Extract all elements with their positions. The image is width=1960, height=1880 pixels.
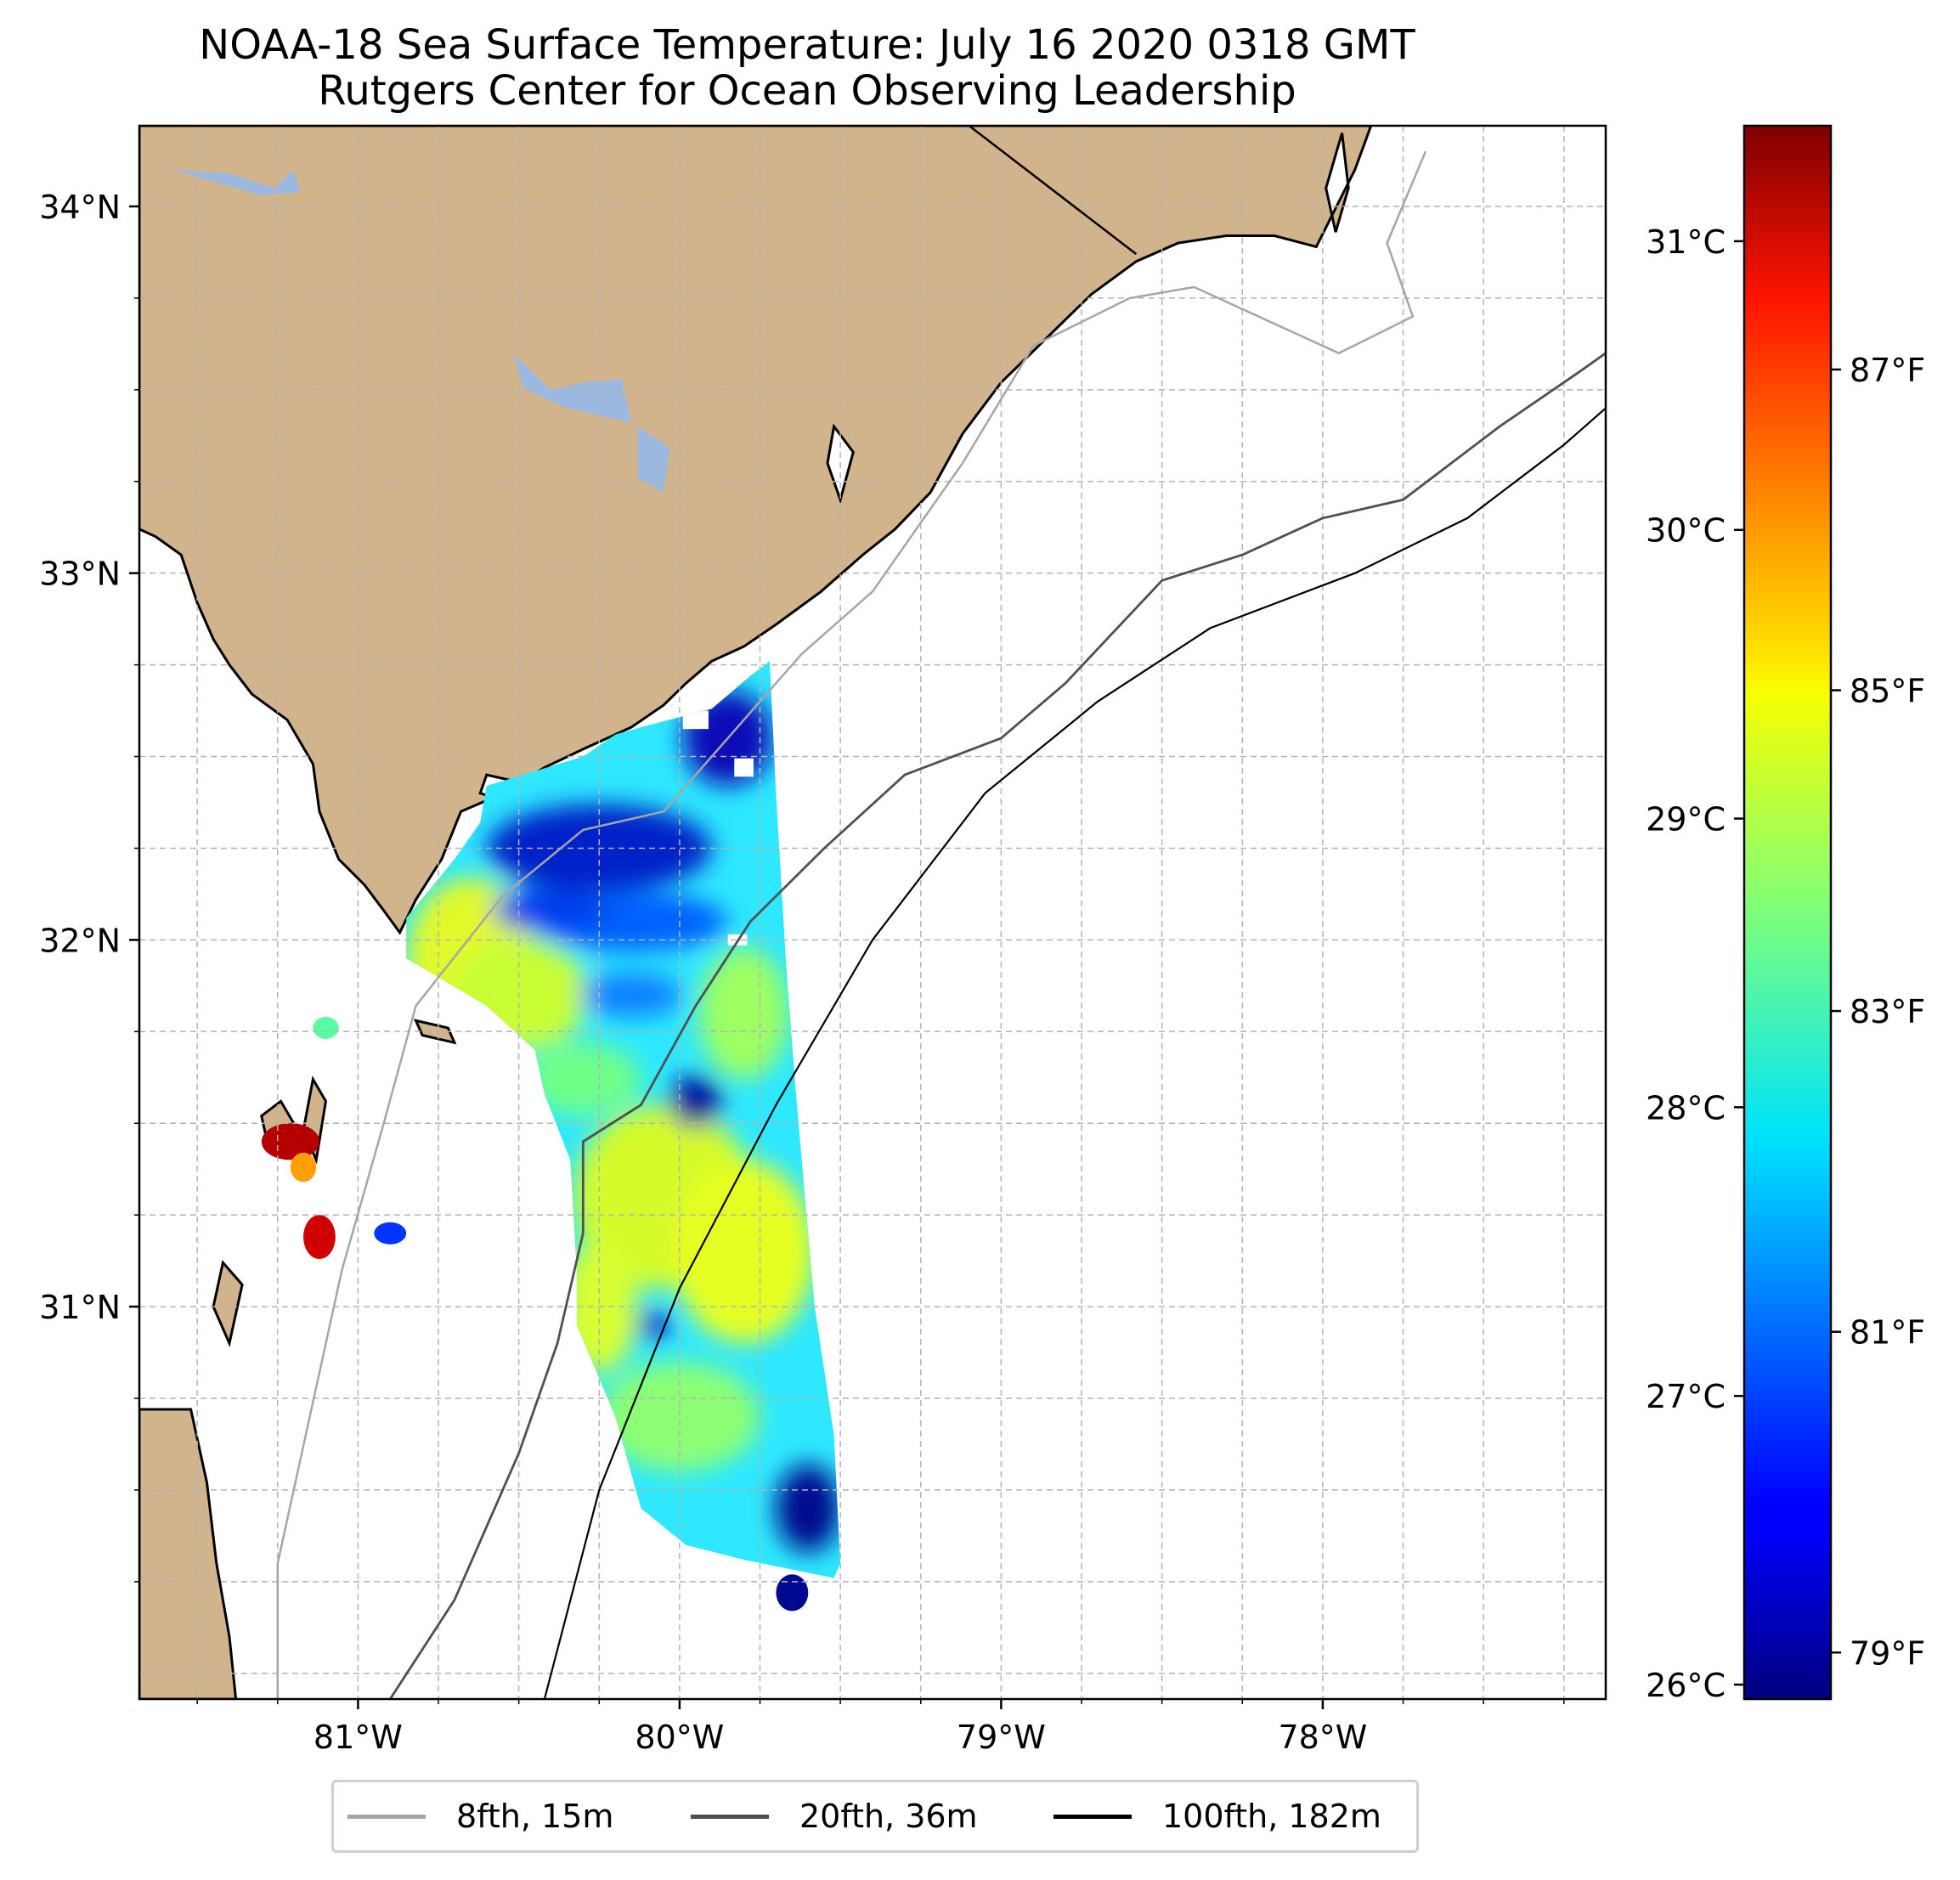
celsius-tick-label: 30°C (1646, 512, 1726, 550)
isobath-legend: 8fth, 15m 20fth, 36m 100fth, 182m (331, 1780, 1419, 1853)
celsius-tick-label: 27°C (1646, 1378, 1726, 1415)
lon-tick-label: 81°W (313, 1719, 403, 1756)
lon-tick-label: 79°W (957, 1719, 1046, 1756)
celsius-tick-label: 29°C (1646, 801, 1726, 838)
isobath-8fth (276, 150, 1427, 1699)
legend-swatch-100fth (1053, 1814, 1132, 1819)
sst-region-15 (776, 1464, 841, 1553)
sst-region-13 (669, 1075, 722, 1127)
map-frame (138, 124, 1607, 1701)
sst-region-7 (525, 1042, 641, 1116)
state-border (968, 126, 1138, 256)
sst-gradients (406, 690, 841, 1553)
lat-tick-label: 32°N (39, 922, 121, 959)
legend-label-20fth: 20fth, 36m (799, 1798, 978, 1835)
legend-label-100fth: 100fth, 182m (1162, 1798, 1381, 1835)
cloud-gap-2 (734, 758, 754, 777)
sst-region-8 (698, 947, 789, 1080)
sst-patch-5 (374, 1222, 407, 1245)
lon-tick-label: 78°W (1278, 1719, 1367, 1756)
sst-region-4 (673, 1160, 815, 1344)
fahrenheit-tick-label: 79°F (1850, 1634, 1925, 1672)
map-area (139, 126, 1606, 1699)
title-line-1: NOAA-18 Sea Surface Temperature: July 16… (199, 21, 1415, 69)
celsius-tick-label: 28°C (1646, 1089, 1726, 1126)
gridlines (139, 126, 1606, 1699)
isobath-lines (276, 150, 1606, 1699)
lon-tick-label: 80°W (635, 1719, 724, 1756)
sst-patch-1 (261, 1123, 319, 1160)
lat-tick-label: 31°N (39, 1289, 121, 1326)
legend-item-20fth: 20fth, 36m (691, 1782, 978, 1850)
cloud-gap-1 (682, 710, 709, 730)
legend-item-8fth: 8fth, 15m (347, 1782, 613, 1850)
lakes (171, 169, 670, 493)
legend-item-100fth: 100fth, 182m (1053, 1782, 1381, 1850)
fahrenheit-tick-label: 87°F (1850, 352, 1925, 389)
fahrenheit-tick-label: 85°F (1850, 673, 1925, 710)
fahrenheit-tick-label: 81°F (1850, 1314, 1925, 1352)
colorbar: 26°C 27°C 28°C 29°C 30°C 31°C 79°F 81°F 83°F 85°F… (1646, 124, 1925, 1704)
lat-tick-label: 33°N (39, 556, 121, 593)
sst-patch-3 (303, 1215, 336, 1259)
map-axis-ticks: 81°W 80°W 79°W 78°W 34°N 33°N 32°N 31°N (39, 189, 1565, 1756)
celsius-tick-label: 26°C (1646, 1667, 1726, 1704)
celsius-tick-label: 31°C (1646, 223, 1726, 261)
fahrenheit-tick-label: 83°F (1850, 993, 1925, 1030)
isobath-100fth (543, 407, 1606, 1699)
colorbar-ticks: 26°C 27°C 28°C 29°C 30°C 31°C 79°F 81°F 83°F 85°F… (1646, 223, 1925, 1704)
lake-2 (512, 353, 632, 423)
sst-patch-6 (776, 1574, 809, 1612)
sst-region-12 (493, 888, 609, 933)
legend-label-8fth: 8fth, 15m (456, 1798, 614, 1835)
sst-region-16 (579, 973, 683, 1018)
lake-3 (637, 426, 670, 493)
title-line-2: Rutgers Center for Ocean Observing Leade… (318, 67, 1296, 115)
lake-1 (171, 169, 301, 195)
colorbar-gradient (1743, 124, 1833, 1701)
lat-tick-label: 34°N (39, 189, 121, 226)
sst-patch-2 (290, 1152, 317, 1183)
sst-patch-4 (313, 1017, 339, 1039)
legend-swatch-20fth (691, 1814, 769, 1819)
legend-swatch-8fth (347, 1814, 426, 1819)
isobath-20fth (389, 352, 1606, 1699)
